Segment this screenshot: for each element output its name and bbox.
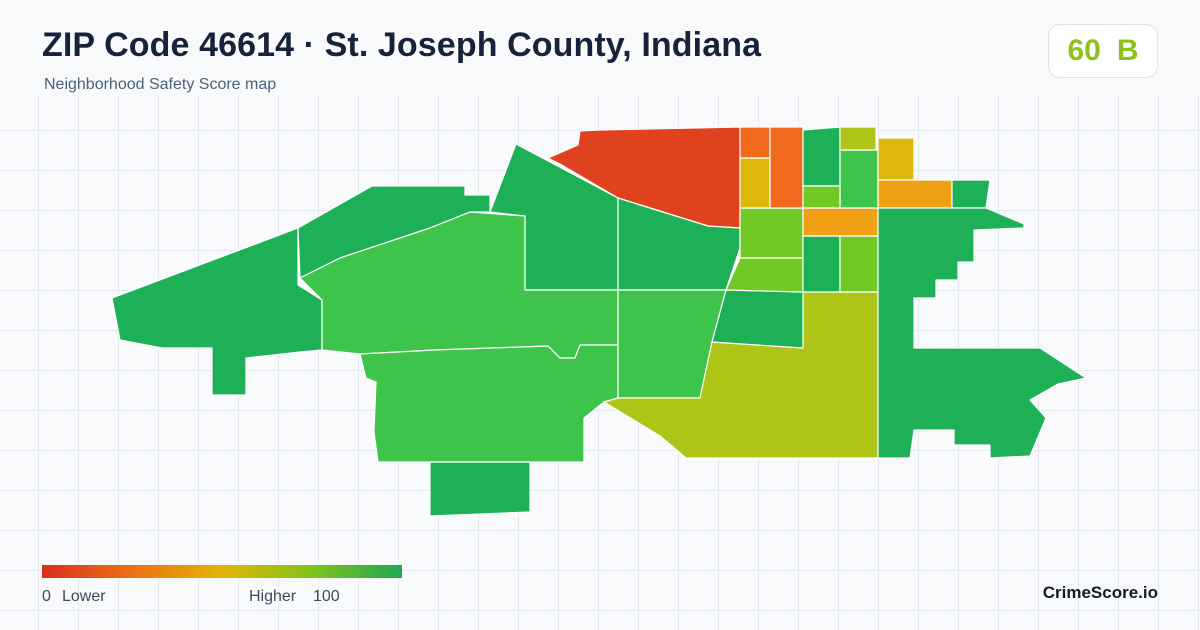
legend-min-value: 0: [42, 588, 51, 605]
map-region-yellow-north[interactable]: [739, 157, 771, 209]
legend-high-label: Higher: [249, 588, 297, 605]
legend-low-label: Lower: [62, 588, 106, 605]
map-region-lightgreen-b[interactable]: [725, 257, 804, 293]
legend-max-value: 100: [313, 588, 340, 605]
map-region-yellow-ne[interactable]: [877, 137, 915, 181]
map-region-north-green[interactable]: [839, 149, 879, 209]
map-region-column-light[interactable]: [839, 235, 879, 293]
page-subtitle: Neighborhood Safety Score map: [44, 76, 277, 93]
map-region-lightgreen-a[interactable]: [739, 207, 804, 259]
map-region-east-large[interactable]: [877, 207, 1087, 459]
map-region-column-dark[interactable]: [802, 235, 841, 293]
map-region-north-dark[interactable]: [802, 126, 841, 187]
brand-logo-text[interactable]: CrimeScore.io: [1042, 583, 1158, 602]
map-region-east-middle[interactable]: [711, 289, 804, 349]
map-region-orange-ne[interactable]: [877, 179, 953, 209]
header-band: [0, 0, 1200, 96]
map-region-ne-dark[interactable]: [951, 179, 991, 209]
map-region-small-lightgreen[interactable]: [802, 185, 841, 209]
map-region-south-tab[interactable]: [429, 461, 531, 517]
map-region-orange-north-b[interactable]: [769, 126, 804, 209]
map-region-orange-mid[interactable]: [802, 207, 879, 237]
page-title: ZIP Code 46614 · St. Joseph County, Indi…: [42, 26, 762, 64]
map-region-west-strip[interactable]: [111, 227, 323, 396]
map-region-north-yellowgreen[interactable]: [839, 126, 877, 151]
map-region-southwest[interactable]: [359, 344, 619, 463]
score-badge: 60 B: [1048, 24, 1158, 78]
score-grade: B: [1116, 34, 1139, 67]
legend-gradient-bar: [42, 565, 402, 578]
map-region-orange-north-a[interactable]: [739, 126, 771, 159]
score-value: 60: [1067, 34, 1101, 67]
